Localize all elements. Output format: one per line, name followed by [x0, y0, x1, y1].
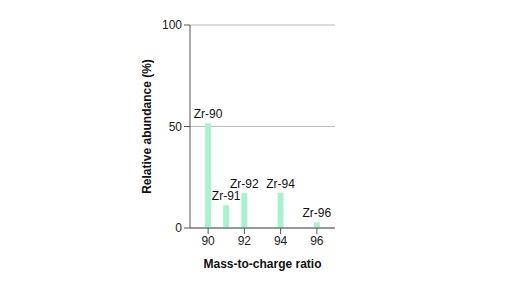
svg-text:92: 92: [238, 234, 252, 248]
svg-text:Zr-91: Zr-91: [212, 189, 241, 203]
svg-text:Zr-92: Zr-92: [230, 177, 259, 191]
svg-text:Zr-94: Zr-94: [266, 177, 295, 191]
svg-text:0: 0: [175, 221, 182, 235]
svg-text:Relative abundance (%): Relative abundance (%): [140, 59, 154, 194]
svg-text:94: 94: [274, 234, 288, 248]
svg-text:Zr-96: Zr-96: [302, 206, 331, 220]
svg-text:Zr-90: Zr-90: [194, 107, 223, 121]
svg-text:100: 100: [162, 18, 182, 32]
svg-text:96: 96: [310, 234, 324, 248]
svg-text:50: 50: [169, 120, 183, 134]
svg-text:90: 90: [201, 234, 215, 248]
svg-text:Mass-to-charge ratio: Mass-to-charge ratio: [203, 257, 321, 271]
